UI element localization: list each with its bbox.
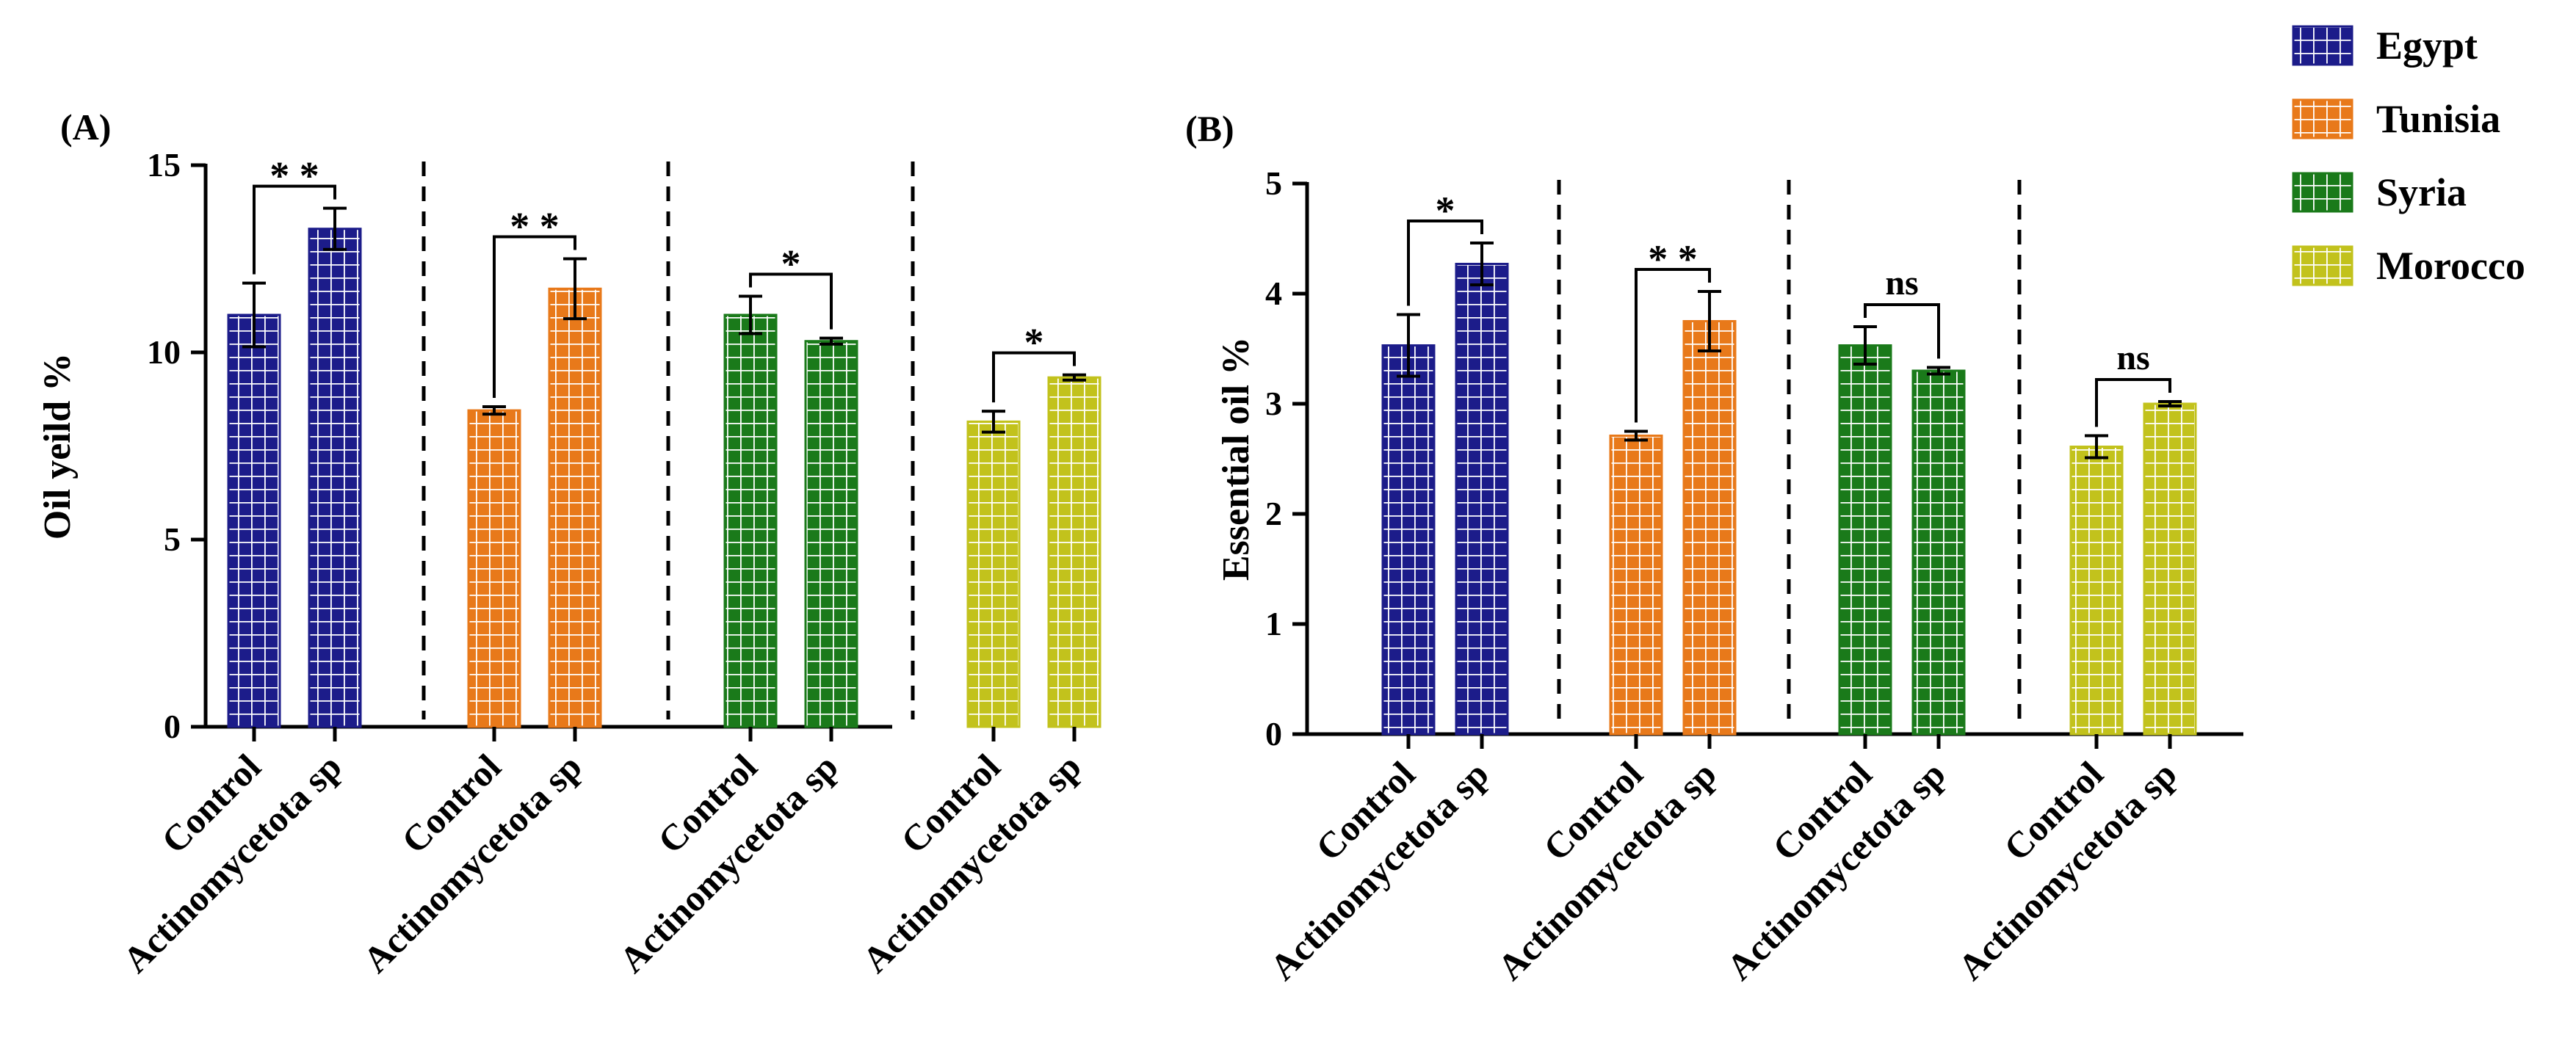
- y-tick-label: 0: [164, 708, 181, 745]
- bar-syria-control: [723, 313, 778, 728]
- legend-swatch-egypt: [2292, 25, 2354, 66]
- panel-label: (A): [60, 106, 111, 148]
- y-tick-label: 4: [1265, 275, 1282, 312]
- significance-bracket: [2095, 378, 2171, 427]
- y-tick-label: 15: [147, 146, 181, 184]
- legend-item-tunisia: Tunisia: [2292, 97, 2500, 141]
- y-tick-label: 10: [147, 333, 181, 371]
- legend-item-egypt: Egypt: [2292, 23, 2478, 68]
- legend-item-syria: Syria: [2292, 170, 2467, 214]
- y-tick-label: 5: [164, 520, 181, 558]
- panel-a: (A)Oil yeild %051015ControlActinomycetot…: [37, 106, 1101, 981]
- y-tick-label: 0: [1265, 715, 1282, 752]
- bar-tunisia-actinomycetota: [1682, 320, 1737, 736]
- significance-label: * *: [269, 154, 319, 198]
- significance-label: *: [781, 242, 801, 286]
- legend-swatch-morocco: [2292, 245, 2354, 286]
- legend-label: Egypt: [2376, 23, 2478, 68]
- panel-b: (B)Essential oil %012345ControlActinomyc…: [1185, 108, 2243, 988]
- bar-syria-control: [1838, 344, 1892, 736]
- y-tick-label: 1: [1265, 605, 1282, 642]
- significance-label: *: [1436, 189, 1455, 233]
- legend-label: Morocco: [2376, 244, 2525, 288]
- significance-bracket: [493, 235, 576, 398]
- bar-egypt-control: [1381, 344, 1436, 736]
- y-tick-label: 5: [1265, 164, 1282, 202]
- bar-morocco-actinomycetota: [1047, 376, 1101, 728]
- significance-label: *: [1024, 321, 1044, 365]
- significance-label: ns: [1885, 264, 1918, 302]
- legend-swatch-tunisia: [2292, 98, 2354, 139]
- significance-bracket: [1407, 220, 1483, 306]
- legend-item-morocco: Morocco: [2292, 244, 2525, 288]
- bar-tunisia-control: [1609, 435, 1663, 736]
- significance-label: * *: [1648, 237, 1698, 281]
- legend: Egypt Tunisia Syria Morocco: [2292, 23, 2525, 288]
- y-tick-label: 2: [1265, 495, 1282, 532]
- y-axis-label: Oil yeild %: [37, 353, 79, 540]
- bar-egypt-actinomycetota: [308, 228, 362, 728]
- significance-label: * *: [510, 205, 560, 249]
- y-tick-label: 3: [1265, 385, 1282, 422]
- significance-bracket: [253, 184, 336, 275]
- legend-label: Tunisia: [2376, 97, 2500, 141]
- legend-label: Syria: [2376, 170, 2467, 214]
- bar-egypt-actinomycetota: [1455, 263, 1509, 736]
- significance-bracket: [749, 272, 833, 330]
- bar-morocco-actinomycetota: [2143, 402, 2197, 736]
- panel-label: (B): [1185, 108, 1234, 149]
- bar-syria-actinomycetota: [1911, 369, 1966, 736]
- bar-morocco-control: [2069, 446, 2124, 736]
- bar-tunisia-control: [467, 409, 521, 728]
- y-axis-label: Essential oil %: [1215, 337, 1257, 581]
- significance-bracket: [1864, 303, 1940, 359]
- bar-morocco-control: [966, 420, 1021, 728]
- legend-swatch-syria: [2292, 172, 2354, 213]
- bar-tunisia-actinomycetota: [548, 287, 602, 728]
- bar-syria-actinomycetota: [804, 340, 858, 728]
- significance-label: ns: [2116, 338, 2149, 377]
- bar-egypt-control: [227, 313, 281, 728]
- significance-bracket: [992, 351, 1076, 403]
- significance-bracket: [1635, 268, 1711, 423]
